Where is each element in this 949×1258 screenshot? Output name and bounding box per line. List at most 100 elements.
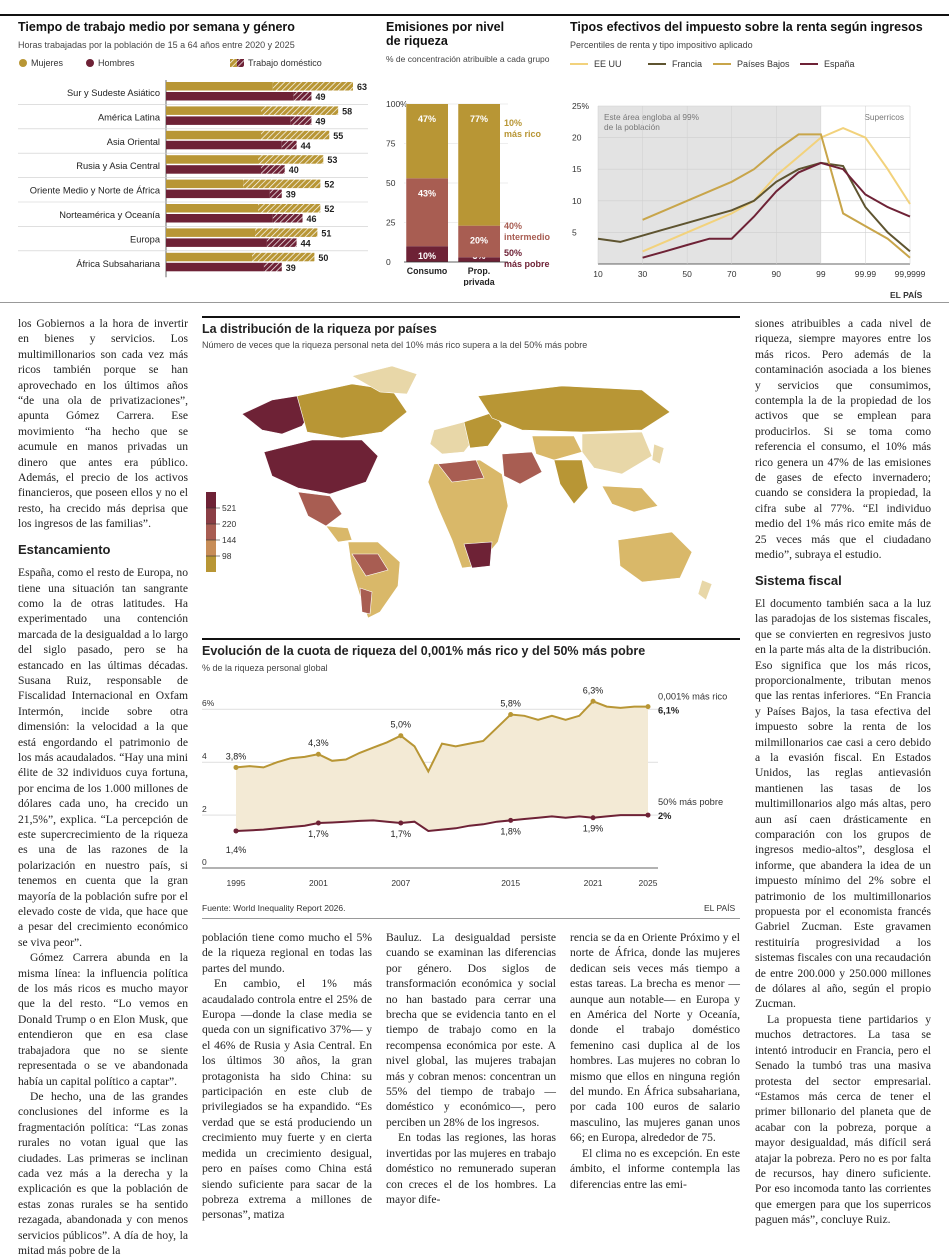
chart2-title-1: Emisiones por nivel — [386, 20, 505, 34]
bar-women-domestic — [260, 106, 339, 115]
article-paragraph: El documento también saca a la luz las p… — [755, 596, 931, 1011]
bar-women-paid — [166, 252, 253, 262]
map-subtitle: Número de veces que la riqueza personal … — [202, 340, 588, 350]
section-heading: Sistema fiscal — [755, 572, 842, 588]
article-paragraph: rencia se da en Oriente Próximo y el nor… — [570, 931, 740, 1145]
stack-segment — [406, 246, 448, 262]
chart1-legend: Mujeres Hombres Trabajo doméstico — [19, 58, 322, 68]
country-region — [697, 579, 713, 601]
legend-swatch — [206, 508, 216, 524]
x-tick: 2007 — [391, 878, 410, 888]
value-women: 52 — [324, 180, 334, 190]
bar-women-paid — [166, 204, 259, 213]
bar-men-paid — [166, 140, 282, 150]
stack-segment — [406, 104, 448, 179]
category-label: Oriente Medio y Norte de África — [30, 186, 161, 196]
group-label: 40% — [504, 221, 522, 231]
line-subtitle: % de la riqueza personal global — [202, 663, 328, 673]
country-region — [359, 587, 373, 615]
value-women: 50 — [318, 253, 328, 263]
article-paragraph: Bauluz. La desigualdad persiste cuando s… — [386, 931, 556, 1129]
bar-men-domestic — [272, 214, 303, 223]
x-tick: 99.99 — [855, 269, 877, 279]
value-women: 58 — [342, 106, 352, 116]
x-tick: 99 — [816, 269, 826, 279]
country-region — [501, 451, 543, 485]
poor-annotation: 1,7% — [308, 829, 329, 839]
category-label: Consumo — [407, 266, 448, 276]
y-tick: 50 — [386, 178, 396, 188]
x-tick: 2001 — [309, 878, 328, 888]
poor-point — [233, 828, 239, 834]
y-tick: 75 — [386, 139, 396, 149]
rich-point — [233, 764, 239, 770]
bar-men-paid — [166, 238, 267, 247]
country-region — [581, 431, 653, 475]
series-line — [642, 133, 911, 259]
legend-swatch — [206, 524, 216, 540]
category-label: América Latina — [98, 112, 161, 122]
value-men: 39 — [286, 190, 296, 200]
value-women: 53 — [327, 155, 337, 165]
poor-point-end — [645, 812, 651, 818]
x-tick: 10 — [593, 269, 603, 279]
rich-annotation: 5,8% — [500, 699, 521, 709]
rich-point — [315, 751, 321, 757]
value-men: 44 — [301, 141, 311, 151]
legend-label: 144 — [222, 535, 236, 545]
country-region — [463, 541, 493, 569]
category-label: África Subsahariana — [76, 259, 161, 269]
article-paragraph: Gómez Carrera abunda en la misma línea: … — [18, 951, 188, 1088]
group-label: más rico — [504, 129, 542, 139]
stack-segment — [458, 257, 500, 262]
legend-label: Países Bajos — [737, 59, 790, 69]
y-tick: 6% — [202, 698, 215, 708]
legend-label: 98 — [222, 551, 232, 561]
area-note: de la población — [604, 122, 660, 132]
value-men: 40 — [289, 165, 299, 175]
map-title: La distribución de la riqueza por países — [202, 316, 740, 336]
bar-men-domestic — [281, 140, 297, 150]
rich-annotation: 5,0% — [391, 720, 412, 730]
map-legend: 521 220 144 98 — [206, 492, 236, 572]
article-paragraph: La propuesta tiene partidarios y muchos … — [755, 1012, 931, 1227]
rich-point — [398, 733, 404, 739]
article-column-4: rencia se da en Oriente Próximo y el nor… — [570, 930, 740, 1192]
bar-women-paid — [166, 155, 259, 164]
category-label: Rusia y Asia Central — [76, 161, 160, 171]
bar-women-domestic — [243, 179, 321, 189]
bar-men-domestic — [290, 116, 312, 125]
article-paragraph: España, como el resto de Europa, no tien… — [18, 566, 188, 949]
chart3-svg: EE UU Francia Países Bajos España Este área … — [570, 59, 926, 279]
stack-segment — [458, 225, 500, 258]
gap-area — [236, 701, 648, 831]
country-region — [297, 491, 343, 527]
x-tick: 90 — [772, 269, 782, 279]
legend-swatch — [206, 540, 216, 556]
country-region — [263, 439, 379, 495]
article-column-3: Bauluz. La desigualdad persiste cuando s… — [386, 930, 556, 1207]
article-paragraph: El clima no es excepción. En este ámbito… — [570, 1146, 740, 1191]
article-paragraph: población tiene como mucho el 5% de la r… — [202, 931, 372, 975]
bar-men-paid — [166, 92, 294, 101]
category-label: Sur y Sudeste Asiático — [67, 88, 160, 98]
legend-men: Hombres — [98, 58, 135, 68]
legend-swatch-domestic-m — [237, 59, 244, 67]
map-section: La distribución de la riqueza por países… — [202, 316, 740, 618]
series-line — [642, 127, 911, 253]
legend-swatch-women — [19, 59, 27, 67]
poor-annotation: 1,8% — [500, 826, 521, 836]
value-men: 44 — [301, 238, 311, 248]
legend-domestic: Trabajo doméstico — [248, 58, 322, 68]
country-region — [351, 365, 418, 395]
article-paragraph: siones atribuibles a cada nivel de rique… — [755, 317, 931, 562]
bar-men-domestic — [263, 262, 282, 272]
bar-men-paid — [166, 165, 261, 174]
bar-women-paid — [166, 106, 261, 115]
poor-line — [235, 814, 648, 833]
chart-emissions: Emisiones por nivel de riqueza % de conc… — [386, 20, 562, 286]
x-tick: 30 — [638, 269, 648, 279]
article-paragraph: De hecho, una de las grandes conclusione… — [18, 1089, 188, 1257]
category-label: Norteamérica y Oceanía — [59, 210, 161, 220]
wealth-share-chart: Evolución de la cuota de riqueza del 0,0… — [202, 638, 740, 918]
